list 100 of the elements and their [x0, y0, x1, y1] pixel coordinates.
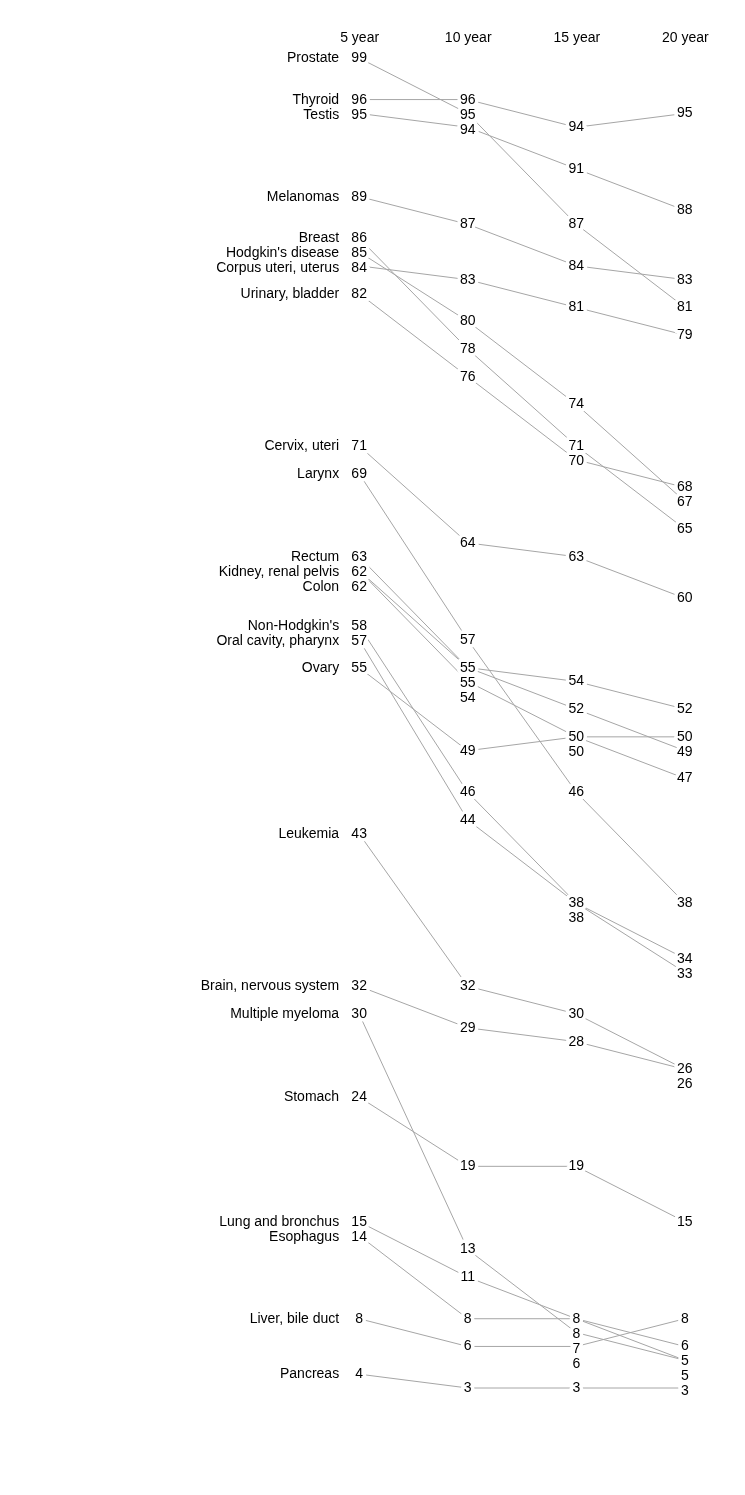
data-label: 52	[568, 700, 585, 717]
data-label: 6	[680, 1337, 689, 1354]
series-label: Hodgkin's disease	[225, 244, 340, 261]
series-label: Larynx	[297, 464, 340, 481]
data-label: 71	[351, 436, 368, 453]
x-tick-label: 20 year	[662, 28, 710, 45]
data-label: 57	[351, 632, 368, 649]
data-label: 95	[677, 104, 693, 121]
data-label: 49	[459, 741, 476, 758]
series-label: Stomach	[283, 1088, 340, 1105]
data-label: 5	[680, 1352, 689, 1369]
data-label: 62	[351, 577, 368, 594]
data-label: 26	[677, 1075, 693, 1092]
data-label: 76	[459, 367, 476, 384]
data-label: 70	[568, 451, 585, 468]
data-label: 63	[351, 547, 368, 564]
data-label: 87	[568, 215, 585, 232]
series-label: Thyroid	[292, 90, 340, 107]
series-label: Cervix, uteri	[264, 436, 340, 453]
data-label: 89	[351, 187, 368, 204]
data-label: 50	[677, 727, 693, 744]
series-label: Leukemia	[278, 824, 340, 841]
data-label: 58	[351, 617, 368, 634]
data-label: 29	[459, 1018, 476, 1035]
data-label: 95	[459, 105, 476, 122]
data-label: 86	[351, 229, 368, 246]
data-label: 19	[459, 1157, 476, 1174]
data-label: 46	[459, 783, 476, 800]
series-label: Urinary, bladder	[240, 284, 340, 301]
data-label: 34	[677, 949, 693, 966]
data-label: 30	[568, 1004, 585, 1021]
data-label: 32	[351, 977, 368, 994]
data-label: 91	[568, 159, 585, 176]
data-label: 4	[355, 1365, 364, 1382]
series-label: Oral cavity, pharynx	[216, 632, 340, 649]
data-label: 49	[677, 742, 693, 759]
data-label: 84	[351, 259, 368, 276]
data-label: 38	[677, 894, 693, 911]
data-label: 74	[568, 395, 585, 412]
data-label: 3	[463, 1379, 472, 1395]
data-label: 24	[351, 1088, 368, 1105]
data-label: 96	[459, 90, 476, 107]
data-label: 94	[459, 120, 476, 137]
data-label: 83	[677, 270, 693, 287]
data-label: 14	[351, 1227, 368, 1244]
data-label: 38	[568, 894, 585, 911]
data-label: 87	[459, 215, 476, 232]
data-label: 3	[680, 1382, 689, 1399]
series-label: Lung and bronchus	[219, 1212, 340, 1229]
data-label: 99	[351, 49, 368, 65]
data-label: 3	[572, 1379, 581, 1395]
data-label: 52	[677, 700, 693, 717]
data-label: 7	[572, 1339, 581, 1356]
x-tick-label: 5 year	[340, 28, 380, 45]
series-label: Esophagus	[269, 1227, 340, 1244]
data-label: 33	[677, 964, 693, 981]
data-label: 68	[677, 478, 693, 495]
data-label: 69	[351, 464, 368, 481]
series-label: Breast	[298, 229, 340, 246]
series-label: Melanomas	[266, 187, 340, 204]
data-label: 54	[459, 688, 476, 705]
data-label: 85	[351, 244, 368, 261]
data-label: 26	[677, 1060, 693, 1077]
data-label: 82	[351, 284, 368, 301]
data-label: 5	[680, 1367, 689, 1384]
data-label: 15	[351, 1212, 368, 1229]
data-label: 62	[351, 562, 368, 579]
data-label: 50	[568, 727, 585, 744]
data-label: 54	[568, 672, 585, 689]
data-label: 79	[677, 326, 693, 343]
data-label: 13	[459, 1240, 476, 1257]
data-label: 47	[677, 769, 693, 786]
data-label: 88	[677, 201, 693, 218]
series-label: Brain, nervous system	[200, 977, 340, 994]
data-label: 83	[459, 270, 476, 287]
series-label: Ovary	[301, 658, 340, 675]
data-label: 81	[677, 298, 693, 315]
data-label: 80	[459, 312, 476, 329]
data-label: 64	[459, 533, 476, 550]
series-label: Kidney, renal pelvis	[218, 562, 340, 579]
data-label: 71	[568, 436, 585, 453]
series-label: Rectum	[290, 547, 340, 564]
series-label: Prostate	[287, 49, 340, 65]
data-label: 38	[568, 909, 585, 926]
data-label: 8	[572, 1309, 581, 1326]
series-label: Liver, bile duct	[249, 1309, 340, 1326]
data-label: 57	[459, 630, 476, 647]
data-label: 28	[568, 1032, 585, 1049]
data-label: 84	[568, 256, 585, 273]
data-label: 67	[677, 493, 693, 510]
data-label: 6	[572, 1354, 581, 1371]
x-tick-label: 10 year	[444, 28, 492, 45]
x-tick-label: 15 year	[553, 28, 601, 45]
data-label: 8	[463, 1309, 472, 1326]
series-label: Corpus uteri, uterus	[216, 259, 340, 276]
data-label: 43	[351, 824, 368, 841]
data-label: 11	[460, 1268, 476, 1285]
data-label: 96	[351, 90, 368, 107]
data-label: 65	[677, 520, 693, 537]
data-label: 15	[677, 1212, 693, 1229]
